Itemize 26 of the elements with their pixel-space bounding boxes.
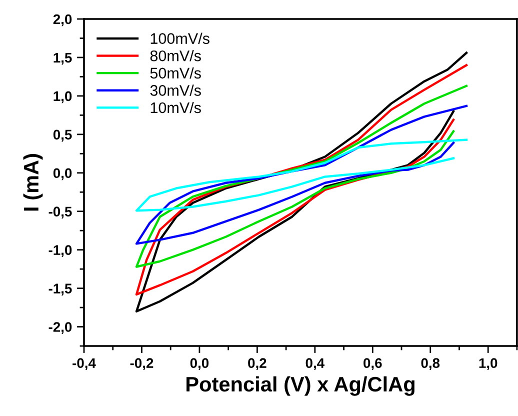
legend-label: 100mV/s	[150, 32, 210, 44]
y-tick-label: 1,5	[54, 52, 72, 65]
y-tick-label: 0,0	[53, 168, 72, 180]
y-tick-label: -1,0	[48, 245, 72, 258]
legend-label: 10mV/s	[150, 102, 201, 114]
y-tick-label: 1,0	[54, 91, 72, 104]
x-tick-label: -0,4	[72, 358, 96, 370]
line-series	[135, 84, 468, 268]
x-tick-label: 0,6	[364, 358, 382, 370]
y-tick-label: 2,0	[53, 14, 72, 26]
y-tick-label: -1,5	[48, 284, 72, 296]
x-tick-label: 0,2	[248, 358, 266, 370]
x-tick-label: 1,0	[479, 358, 498, 370]
y-tick-label: 0,5	[53, 130, 72, 142]
x-tick-label: 0,4	[306, 358, 324, 370]
x-tick-label: 0,0	[190, 358, 209, 370]
y-tick-label: -0,5	[48, 206, 72, 219]
x-tick-label: -0,2	[130, 358, 154, 370]
legend-label: 50mV/s	[150, 67, 201, 79]
legend-label: 30mV/s	[150, 84, 201, 96]
y-axis-title: I (mA)	[23, 154, 43, 211]
y-tick-label: -2,0	[48, 322, 72, 334]
x-tick-label: 0,8	[421, 358, 440, 370]
legend-label: 80mV/s	[150, 50, 201, 62]
x-axis-title: Potencial (V) x Ag/ClAg	[186, 376, 414, 396]
line-series	[135, 138, 468, 212]
